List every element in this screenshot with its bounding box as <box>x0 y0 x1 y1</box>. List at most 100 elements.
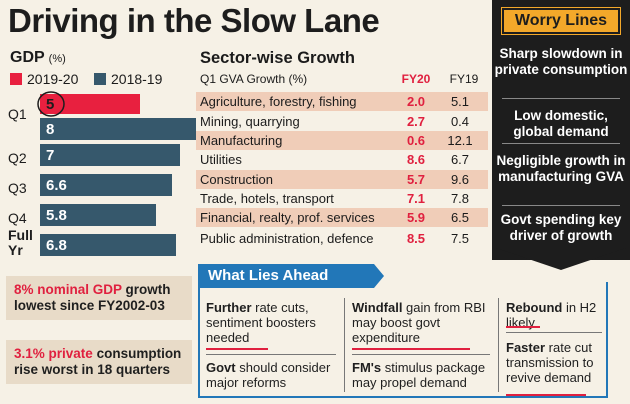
bar-label-2018-19: 6.8 <box>46 237 67 254</box>
sector-name: Manufacturing <box>200 133 283 148</box>
table-row: Public administration, defence 8.5 7.5 <box>196 229 488 248</box>
bar-2018-19-q3 <box>40 174 172 196</box>
value-fy20: 0.6 <box>406 133 426 148</box>
worry-divider <box>502 143 620 144</box>
worry-lines-title: Worry Lines <box>501 7 621 35</box>
worry-divider <box>502 98 620 99</box>
worry-divider <box>502 205 620 206</box>
value-fy19: 0.4 <box>450 114 470 129</box>
bar-2018-19-q4 <box>40 204 156 226</box>
ahead-item-bold: Further <box>206 300 252 315</box>
sector-name: Construction <box>200 172 273 187</box>
gdp-heading: GDP (%) <box>10 49 66 67</box>
ahead-item-bold: Windfall <box>352 300 403 315</box>
ahead-item-rate-transmission: Faster rate cut transmission to revive d… <box>506 340 606 385</box>
legend-label-2018-19: 2018-19 <box>111 71 163 87</box>
bar-2018-19-q2 <box>40 144 180 166</box>
sector-name: Financial, realty, prof. services <box>200 210 375 225</box>
value-fy20: 5.9 <box>406 210 426 225</box>
column-divider <box>498 298 499 392</box>
column-header-fy20: FY20 <box>401 72 431 86</box>
highlight-circle <box>37 91 65 117</box>
table-row: Construction 5.7 9.6 <box>196 170 488 189</box>
sector-name: Public administration, defence <box>200 231 374 246</box>
sector-name: Trade, hotels, transport <box>200 191 334 206</box>
legend-item-2018-19: 2018-19 <box>94 71 162 87</box>
accent-underline <box>352 348 470 350</box>
table-row: Utilities 8.6 6.7 <box>196 150 488 169</box>
table-row: Mining, quarrying 2.7 0.4 <box>196 112 488 131</box>
sector-subheading: Q1 GVA Growth (%) <box>200 72 308 86</box>
value-fy19: 7.8 <box>450 191 470 206</box>
ahead-item-text: should consider major reforms <box>206 360 331 390</box>
category-label: Full Yr <box>8 227 33 258</box>
gdp-bar-chart: 5 8 Q1 7 Q2 6.6 Q3 5.8 Q4 6.8 Full Yr <box>8 91 196 258</box>
legend-swatch-2018-19 <box>94 73 106 85</box>
table-row: Financial, realty, prof. services 5.9 6.5 <box>196 208 488 227</box>
ahead-item-rate-cuts: Further rate cuts, sentiment boosters ne… <box>206 300 340 345</box>
row-divider <box>352 354 490 355</box>
accent-underline <box>506 326 540 328</box>
note-nominal-gdp: 8% nominal GDP growth lowest since FY200… <box>6 276 192 320</box>
ahead-item-text: gain from RBI may boost govt expenditure <box>352 300 486 345</box>
worry-lines-panel <box>492 0 630 260</box>
worry-item: Low domestic, global demand <box>513 108 609 139</box>
column-divider <box>344 298 345 392</box>
value-fy20: 5.7 <box>406 172 426 187</box>
ahead-item-text: rate cuts, sentiment boosters needed <box>206 300 316 345</box>
ahead-item-rebound: Rebound in H2 likely <box>506 300 604 330</box>
value-fy20: 2.7 <box>406 114 426 129</box>
value-fy19: 5.1 <box>450 94 470 109</box>
ahead-item-bold: FM's <box>352 360 382 375</box>
worry-arrow-tip <box>496 248 626 270</box>
value-fy19: 12.1 <box>447 133 473 148</box>
bar-label-2019-20: 5 <box>46 96 54 113</box>
gdp-heading-text: GDP <box>10 49 45 66</box>
row-divider <box>506 332 602 333</box>
category-label: Q3 <box>8 180 27 196</box>
column-header-fy19: FY19 <box>449 72 479 86</box>
ahead-item-stimulus: FM's stimulus package may propel demand <box>352 360 498 390</box>
row-divider <box>206 354 336 355</box>
bar-label-2018-19: 6.6 <box>46 177 67 194</box>
sector-heading: Sector-wise Growth <box>200 49 355 67</box>
worry-item: Sharp slowdown in private consumption <box>494 46 628 77</box>
legend-swatch-2019-20 <box>10 73 22 85</box>
value-fy19: 9.6 <box>450 172 470 187</box>
sector-name: Agriculture, forestry, fishing <box>200 94 357 109</box>
ahead-item-windfall: Windfall gain from RBI may boost govt ex… <box>352 300 494 345</box>
value-fy20: 7.1 <box>406 191 426 206</box>
worry-item: Govt spending key driver of growth <box>500 212 622 243</box>
table-row: Manufacturing 0.6 12.1 <box>196 131 488 150</box>
value-fy20: 8.6 <box>406 152 426 167</box>
note-nominal-gdp-text: growth lowest since FY2002-03 <box>14 282 171 313</box>
accent-underline <box>206 348 268 350</box>
category-label: Q4 <box>8 210 27 226</box>
category-label: Q2 <box>8 150 27 166</box>
what-lies-ahead-title-tip <box>374 264 384 288</box>
bar-2018-19-q1 <box>40 118 196 140</box>
ahead-item-bold: Govt <box>206 360 236 375</box>
bar-label-2018-19: 5.8 <box>46 207 67 224</box>
note-private-consumption-text: consumption rise worst in 18 quarters <box>14 346 182 377</box>
bar-label-2018-19: 7 <box>46 147 54 164</box>
gdp-unit: (%) <box>48 53 66 65</box>
what-lies-ahead-title: What Lies Ahead <box>198 264 374 288</box>
legend-item-2019-20: 2019-20 <box>10 71 78 87</box>
note-nominal-gdp-highlight: 8% nominal GDP <box>14 282 122 297</box>
legend-label-2019-20: 2019-20 <box>27 71 79 87</box>
accent-underline <box>506 394 586 396</box>
ahead-item-text: stimulus package may propel demand <box>352 360 486 390</box>
bar-2019-20-q1 <box>40 94 140 114</box>
sector-name: Mining, quarrying <box>200 114 300 129</box>
value-fy19: 6.7 <box>450 152 470 167</box>
ahead-item-text: rate cut transmission to revive demand <box>506 340 594 385</box>
bar-2018-19-full-yr <box>40 234 176 256</box>
value-fy20: 2.0 <box>406 94 426 109</box>
ahead-item-bold: Faster <box>506 340 546 355</box>
note-private-consumption-highlight: 3.1% private <box>14 346 93 361</box>
worry-item: Negligible growth in manufacturing GVA <box>496 153 626 184</box>
category-label: Q1 <box>8 106 27 122</box>
ahead-item-reforms: Govt should consider major reforms <box>206 360 342 390</box>
value-fy20: 8.5 <box>406 231 426 246</box>
